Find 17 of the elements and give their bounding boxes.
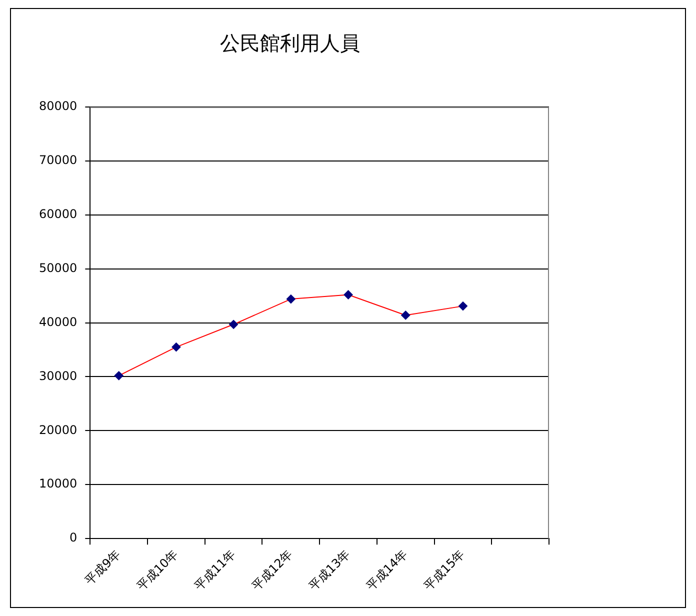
y-tick-label: 30000 [38, 368, 78, 383]
x-tick-label: 平成11年 [192, 547, 238, 594]
y-tick-label: 10000 [38, 476, 78, 491]
y-tick-label: 60000 [38, 207, 78, 222]
x-tick-label: 平成13年 [306, 547, 353, 594]
y-tick-label: 0 [70, 530, 78, 545]
x-tick-label: 平成15年 [421, 547, 468, 594]
y-tick-label: 80000 [38, 99, 78, 114]
x-tick-label: 平成9年 [82, 547, 124, 588]
y-tick-label: 20000 [38, 422, 78, 437]
y-tick-label: 40000 [38, 314, 78, 329]
y-tick-label: 70000 [38, 153, 78, 168]
x-tick-label: 平成10年 [134, 547, 181, 594]
x-tick-label: 平成14年 [364, 547, 410, 594]
y-tick-label: 50000 [38, 260, 78, 275]
x-tick-label: 平成12年 [249, 547, 296, 594]
chart-title: 公民館利用人員 [220, 31, 360, 56]
